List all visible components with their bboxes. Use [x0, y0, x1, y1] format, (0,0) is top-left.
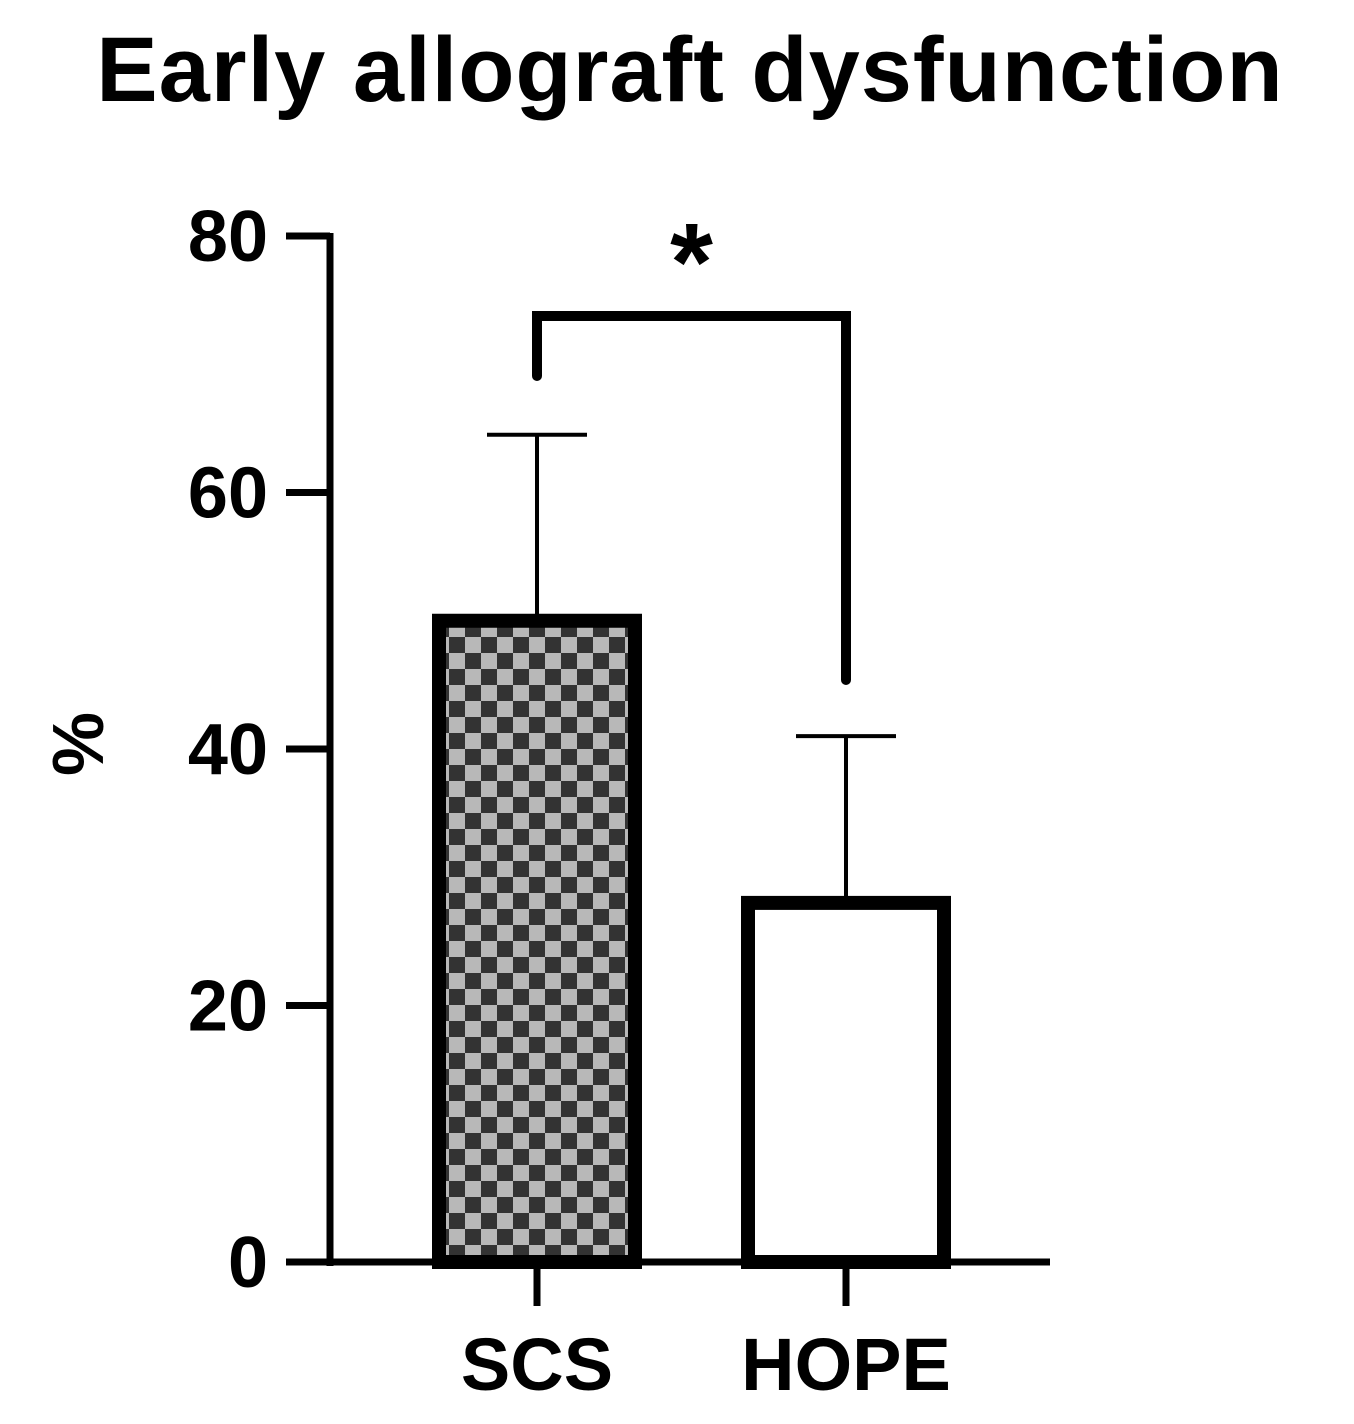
significance-label: *	[670, 201, 713, 324]
chart-title: Early allograft dysfunction	[96, 19, 1284, 121]
y-tick-label: 0	[228, 1223, 268, 1303]
bar-hope	[741, 895, 951, 1270]
x-tick-label-hope: HOPE	[741, 1323, 951, 1406]
bar-scs	[432, 613, 642, 1269]
y-tick-label: 20	[188, 967, 268, 1047]
y-tick-label: 60	[188, 454, 268, 534]
significance-bracket	[532, 311, 851, 685]
y-tick-label: 40	[188, 710, 268, 790]
x-tick-label-scs: SCS	[461, 1323, 613, 1406]
y-axis-label: %	[39, 712, 119, 776]
y-tick-label: 80	[188, 197, 268, 277]
